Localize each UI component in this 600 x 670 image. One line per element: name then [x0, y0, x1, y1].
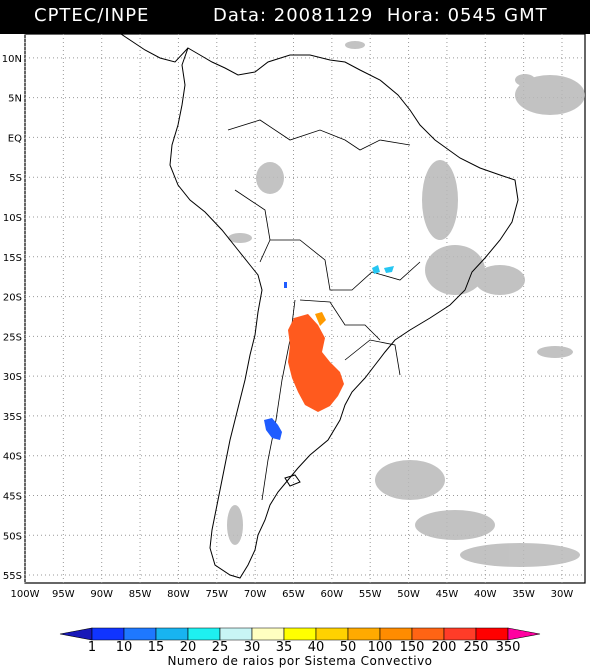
coastline: [99, 24, 519, 579]
lat-label: 25S: [3, 332, 22, 343]
colorbar-segment: [443, 627, 477, 641]
lat-label: 55S: [3, 571, 22, 582]
cloud-patch: [422, 160, 458, 240]
lat-label: 10S: [3, 213, 22, 224]
colorbar-label: 50: [340, 640, 357, 655]
border-line: [299, 299, 381, 341]
colorbar-label: 35: [276, 640, 293, 655]
border-line: [234, 189, 271, 263]
lightning-systems: [264, 265, 394, 440]
lightning-system-orange: [315, 312, 326, 326]
org-label: CPTEC/INPE: [34, 5, 150, 26]
colorbar-label: 20: [180, 640, 197, 655]
falklands-outline: [284, 474, 301, 487]
lightning-system-cyan-2: [384, 266, 394, 273]
lon-label: 60W: [321, 589, 344, 600]
colorbar-label: 150: [400, 640, 425, 655]
border-line: [344, 339, 401, 376]
lightning-system-cyan: [372, 265, 380, 274]
colorbar-label: 350: [496, 640, 521, 655]
cloud-patch: [227, 505, 243, 545]
lightning-system-main: [288, 314, 344, 412]
colorbar-segment: [155, 627, 189, 641]
lat-label: 45S: [3, 491, 22, 502]
lat-labels: 10N 5N EQ 5S 10S 15S 20S 25S 30S 35S 40S 45S 50S 55S: [2, 54, 22, 582]
cloud-patch: [537, 346, 573, 358]
central-america-coastline: [99, 24, 189, 63]
lon-label: 55W: [359, 589, 382, 600]
colorbar-segment: [123, 627, 157, 641]
lon-label: 95W: [52, 589, 75, 600]
lat-label: 40S: [3, 452, 22, 463]
lon-labels: 100W 95W 90W 85W 80W 75W 70W 65W 60W 55W 50W 45W 40W…: [11, 589, 574, 600]
legend-title: Numero de raios por Sistema Convectivo: [167, 654, 432, 668]
colorbar-label: 100: [368, 640, 393, 655]
colorbar-segment: [475, 627, 509, 641]
lon-label: 65W: [282, 589, 305, 600]
colorbar-segment: [283, 627, 317, 641]
cloud-patch: [415, 510, 495, 540]
cloud-patch: [515, 74, 535, 86]
lon-label: 30W: [551, 589, 574, 600]
cloud-patch: [256, 162, 284, 194]
lat-label: 35S: [3, 412, 22, 423]
lightning-system-blue-small: [284, 282, 287, 288]
cloud-patch: [475, 265, 525, 295]
colorbar-segment: [315, 627, 349, 641]
lat-label: 50S: [3, 531, 22, 542]
colorbar-segment: [507, 627, 541, 641]
lat-label: EQ: [8, 133, 22, 144]
colorbar-segment: [411, 627, 445, 641]
lat-label: 10N: [2, 54, 22, 65]
lat-label: 20S: [3, 293, 22, 304]
lat-label: 30S: [3, 372, 22, 383]
colorbar-label: 25: [212, 640, 229, 655]
colorbar-label: 10: [116, 640, 133, 655]
colorbar-segment: [59, 627, 93, 641]
lon-label: 45W: [436, 589, 459, 600]
map-frame: [24, 33, 586, 584]
lightning-system-blue: [264, 418, 282, 440]
cloud-patch: [460, 543, 580, 567]
colorbar-segment: [187, 627, 221, 641]
map-header: CPTEC/INPE Data: 20081129 Hora: 0545 GMT: [0, 0, 590, 34]
lon-label: 50W: [397, 589, 420, 600]
lon-label: 80W: [167, 589, 190, 600]
colorbar-segment: [379, 627, 413, 641]
colorbar-label: 200: [432, 640, 457, 655]
lat-label: 15S: [3, 253, 22, 264]
colorbar-label: 250: [464, 640, 489, 655]
cloud-patch: [345, 41, 365, 49]
colorbar-segment: [219, 627, 253, 641]
lat-label: 5S: [9, 173, 22, 184]
border-line: [227, 119, 411, 151]
cloud-patch: [375, 460, 445, 500]
lat-label: 5N: [8, 94, 22, 105]
colorbar-label: 15: [148, 640, 165, 655]
lon-label: 85W: [129, 589, 152, 600]
colorbar-legend: 1 10 15 20 25 30 35 40 50 100 150 200 250 350: [59, 627, 541, 655]
colorbar-segment: [347, 627, 381, 641]
colorbar-segment: [91, 627, 125, 641]
lon-label: 75W: [205, 589, 228, 600]
colorbar-label: 30: [244, 640, 261, 655]
south-america-coastline: [169, 47, 519, 579]
colorbar-label: 40: [308, 640, 325, 655]
cloud-patch: [228, 233, 252, 243]
colorbar-segment: [251, 627, 285, 641]
cloud-patch: [515, 75, 585, 115]
colorbar-label: 1: [88, 640, 96, 655]
lon-label: 100W: [11, 589, 40, 600]
lon-label: 40W: [474, 589, 497, 600]
lon-label: 70W: [244, 589, 267, 600]
border-line: [270, 239, 421, 291]
lon-label: 35W: [512, 589, 535, 600]
lon-label: 90W: [90, 589, 113, 600]
datetime-label: Data: 20081129 Hora: 0545 GMT: [213, 5, 548, 26]
cloud-cover: [227, 41, 585, 567]
cloud-patch: [425, 245, 485, 295]
